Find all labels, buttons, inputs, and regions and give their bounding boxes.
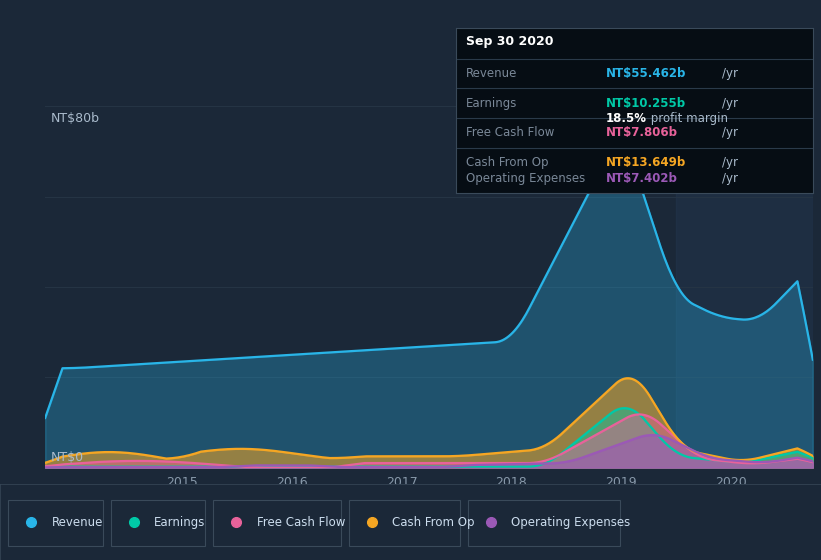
Text: /yr: /yr (722, 156, 738, 169)
Text: profit margin: profit margin (647, 111, 727, 124)
Text: NT$7.402b: NT$7.402b (606, 172, 677, 185)
Text: 18.5%: 18.5% (606, 111, 647, 124)
Text: NT$10.255b: NT$10.255b (606, 97, 686, 110)
Bar (676, 106, 813, 468)
Text: Cash From Op: Cash From Op (466, 156, 549, 169)
Text: NT$0: NT$0 (51, 451, 84, 464)
Text: /yr: /yr (722, 172, 738, 185)
Text: Revenue: Revenue (466, 67, 518, 80)
Text: NT$13.649b: NT$13.649b (606, 156, 686, 169)
Text: Sep 30 2020: Sep 30 2020 (466, 35, 554, 48)
Text: NT$7.806b: NT$7.806b (606, 127, 677, 139)
Text: Cash From Op: Cash From Op (392, 516, 475, 529)
Text: /yr: /yr (722, 67, 738, 80)
Text: /yr: /yr (722, 97, 738, 110)
Text: Operating Expenses: Operating Expenses (466, 172, 585, 185)
Text: Revenue: Revenue (52, 516, 103, 529)
Text: NT$80b: NT$80b (51, 112, 99, 125)
Text: Earnings: Earnings (466, 97, 518, 110)
Text: Free Cash Flow: Free Cash Flow (257, 516, 346, 529)
Text: /yr: /yr (722, 127, 738, 139)
Text: Earnings: Earnings (154, 516, 206, 529)
Text: Free Cash Flow: Free Cash Flow (466, 127, 555, 139)
Text: Operating Expenses: Operating Expenses (511, 516, 631, 529)
Text: NT$55.462b: NT$55.462b (606, 67, 686, 80)
